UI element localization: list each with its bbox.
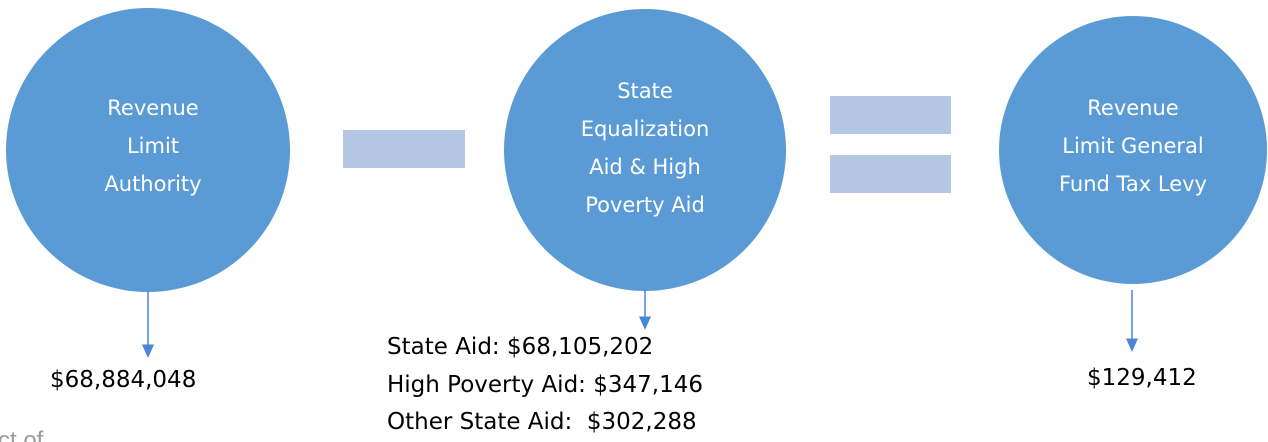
- equals-bar: [830, 96, 951, 134]
- node-circle: [504, 9, 786, 291]
- footer-fragment: ct of: [0, 427, 44, 442]
- node-value: High Poverty Aid: $347,146: [387, 372, 703, 398]
- node-label: State: [617, 79, 673, 103]
- node-label: Revenue: [1087, 96, 1178, 120]
- node-label: Equalization: [581, 117, 710, 141]
- node-value: $129,412: [1087, 365, 1197, 391]
- equals-bar: [830, 155, 951, 193]
- node-label: Limit: [127, 134, 179, 158]
- node-label: Authority: [104, 172, 201, 196]
- node-value: State Aid: $68,105,202: [387, 334, 653, 360]
- node-label: Fund Tax Levy: [1059, 172, 1207, 196]
- node-label: Limit General: [1062, 134, 1204, 158]
- node-label: Poverty Aid: [585, 193, 705, 217]
- node-label: Aid & High: [589, 155, 701, 179]
- node-value: Other State Aid: $302,288: [387, 409, 697, 435]
- minus-sign: [343, 130, 465, 168]
- node-value: $68,884,048: [50, 367, 196, 393]
- node-label: Revenue: [107, 96, 198, 120]
- node-circle: [999, 16, 1267, 284]
- node-circle: [6, 8, 290, 292]
